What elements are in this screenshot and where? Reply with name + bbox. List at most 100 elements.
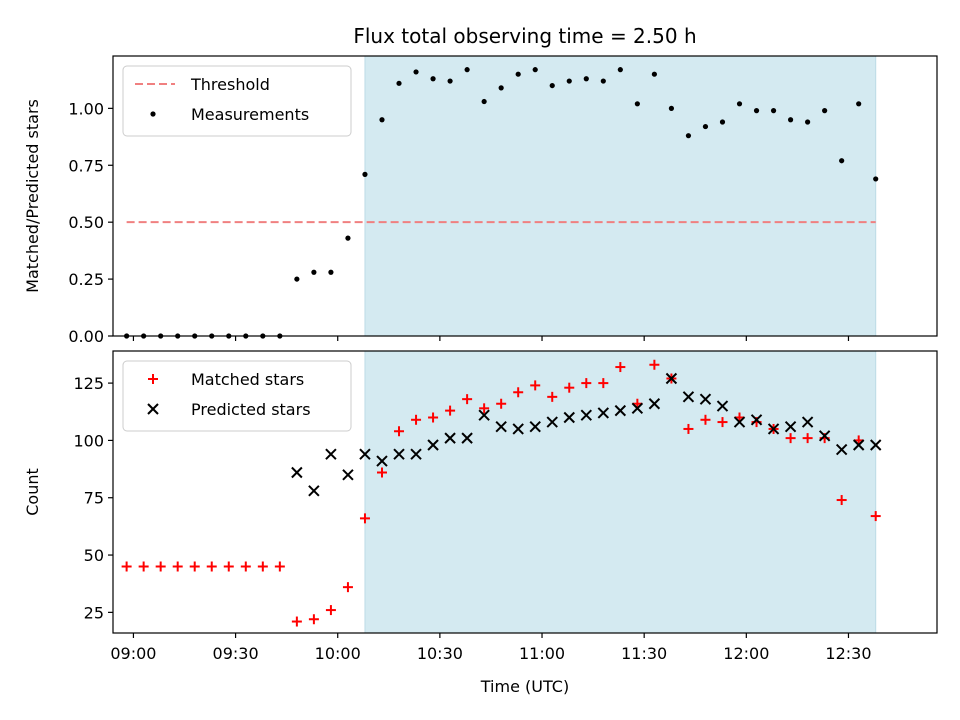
data-point-dot bbox=[822, 108, 828, 114]
data-point-dot bbox=[583, 76, 589, 82]
data-point-x bbox=[546, 416, 558, 428]
data-point-x bbox=[801, 416, 814, 428]
data-point-dot bbox=[464, 67, 470, 73]
data-point-x bbox=[529, 420, 541, 433]
data-point-dot bbox=[481, 98, 487, 105]
data-point-x bbox=[597, 407, 610, 419]
legend-label: Matched stars bbox=[191, 370, 304, 389]
data-point-plus bbox=[581, 378, 592, 389]
legend-label: Measurements bbox=[191, 105, 309, 124]
y-tick-label: 1.00 bbox=[68, 99, 104, 118]
bottom-axes-frame bbox=[112, 350, 938, 634]
data-point-x bbox=[733, 416, 746, 428]
data-point-x bbox=[631, 402, 644, 415]
legend-swatch-dot bbox=[150, 111, 156, 117]
data-point-dot bbox=[413, 69, 419, 75]
data-point-plus bbox=[513, 387, 524, 398]
x-tick-label: 12:00 bbox=[723, 644, 769, 663]
data-point-x bbox=[325, 448, 337, 460]
data-point-plus bbox=[615, 362, 626, 373]
data-point-x bbox=[818, 430, 831, 442]
data-point-plus bbox=[189, 561, 200, 572]
data-point-dot bbox=[856, 101, 862, 107]
data-point-dot bbox=[498, 85, 504, 91]
data-point-dot bbox=[617, 67, 623, 73]
y-tick-label: 25 bbox=[84, 603, 104, 622]
bottom-legend: Matched stars Predicted stars bbox=[122, 360, 352, 432]
data-point-plus bbox=[683, 423, 694, 434]
data-point-plus bbox=[206, 561, 217, 572]
data-point-dot bbox=[805, 119, 811, 125]
top-axes-frame bbox=[112, 55, 938, 337]
data-point-dot bbox=[345, 235, 351, 241]
data-point-plus bbox=[376, 467, 387, 478]
data-point-dot bbox=[396, 80, 402, 86]
data-point-x bbox=[393, 448, 405, 460]
data-point-plus bbox=[547, 391, 558, 402]
y-tick-label: 50 bbox=[84, 546, 104, 565]
data-point-x bbox=[784, 420, 797, 433]
data-point-plus bbox=[700, 414, 711, 425]
data-point-dot bbox=[787, 117, 794, 123]
x-tick-label: 10:00 bbox=[315, 644, 361, 663]
data-point-x bbox=[767, 423, 780, 435]
data-point-x bbox=[461, 432, 473, 444]
data-point-plus bbox=[359, 513, 370, 524]
data-point-plus bbox=[445, 405, 456, 416]
data-point-plus bbox=[836, 495, 847, 506]
data-point-dot bbox=[770, 108, 777, 114]
x-tick-label: 09:30 bbox=[213, 644, 259, 663]
data-point-plus bbox=[870, 511, 881, 522]
data-point-plus bbox=[428, 412, 439, 423]
data-point-dot bbox=[651, 71, 657, 77]
x-tick-label: 10:30 bbox=[417, 644, 463, 663]
data-point-plus bbox=[121, 561, 132, 572]
data-point-dot bbox=[549, 82, 555, 89]
data-point-dot bbox=[515, 71, 521, 77]
data-point-dot bbox=[753, 108, 760, 114]
x-tick-label: 12:30 bbox=[825, 644, 871, 663]
data-point-x bbox=[308, 485, 320, 497]
top-y-axis-label: Matched/Predicted stars bbox=[23, 99, 42, 293]
legend-box bbox=[122, 360, 352, 432]
bottom-shaded-region bbox=[364, 350, 877, 634]
data-point-dot bbox=[873, 176, 879, 182]
data-point-dot bbox=[311, 269, 317, 275]
data-point-plus bbox=[342, 582, 353, 593]
x-tick-label: 11:30 bbox=[621, 644, 667, 663]
data-point-plus bbox=[598, 378, 609, 389]
data-point-dot bbox=[379, 117, 385, 123]
chart-title: Flux total observing time = 2.50 h bbox=[353, 24, 696, 48]
bottom-panel: 25 50 75 100 125 09:00 09:30 10:00 10:30 11:00 11… bbox=[23, 350, 938, 696]
data-point-dot bbox=[328, 269, 334, 275]
data-point-x bbox=[410, 448, 422, 460]
data-point-x bbox=[359, 448, 371, 460]
data-point-plus bbox=[785, 433, 796, 444]
x-tick-label: 09:00 bbox=[110, 644, 156, 663]
y-tick-label: 0.75 bbox=[68, 156, 104, 175]
y-tick-label: 0.50 bbox=[68, 213, 104, 232]
data-point-plus bbox=[172, 561, 183, 572]
data-point-plus bbox=[274, 561, 285, 572]
data-point-x bbox=[563, 411, 575, 424]
y-tick-label: 100 bbox=[73, 431, 104, 450]
data-point-x bbox=[648, 398, 661, 410]
data-point-dot bbox=[685, 133, 692, 139]
data-point-plus bbox=[257, 561, 268, 572]
data-point-plus bbox=[649, 359, 660, 370]
data-point-x bbox=[716, 400, 729, 412]
data-point-plus bbox=[479, 403, 490, 414]
data-point-dot bbox=[294, 276, 300, 282]
data-point-dot bbox=[719, 119, 726, 125]
x-axis-label: Time (UTC) bbox=[480, 677, 569, 696]
data-point-x bbox=[291, 466, 303, 479]
data-point-dot bbox=[430, 76, 436, 82]
data-point-dot bbox=[362, 171, 368, 177]
top-x-ticks bbox=[132, 336, 850, 341]
data-point-x bbox=[495, 420, 507, 433]
data-point-dot bbox=[736, 101, 743, 107]
data-point-dot bbox=[702, 123, 709, 130]
data-point-plus bbox=[308, 614, 319, 625]
data-point-x bbox=[444, 432, 456, 444]
data-point-dot bbox=[634, 101, 640, 107]
